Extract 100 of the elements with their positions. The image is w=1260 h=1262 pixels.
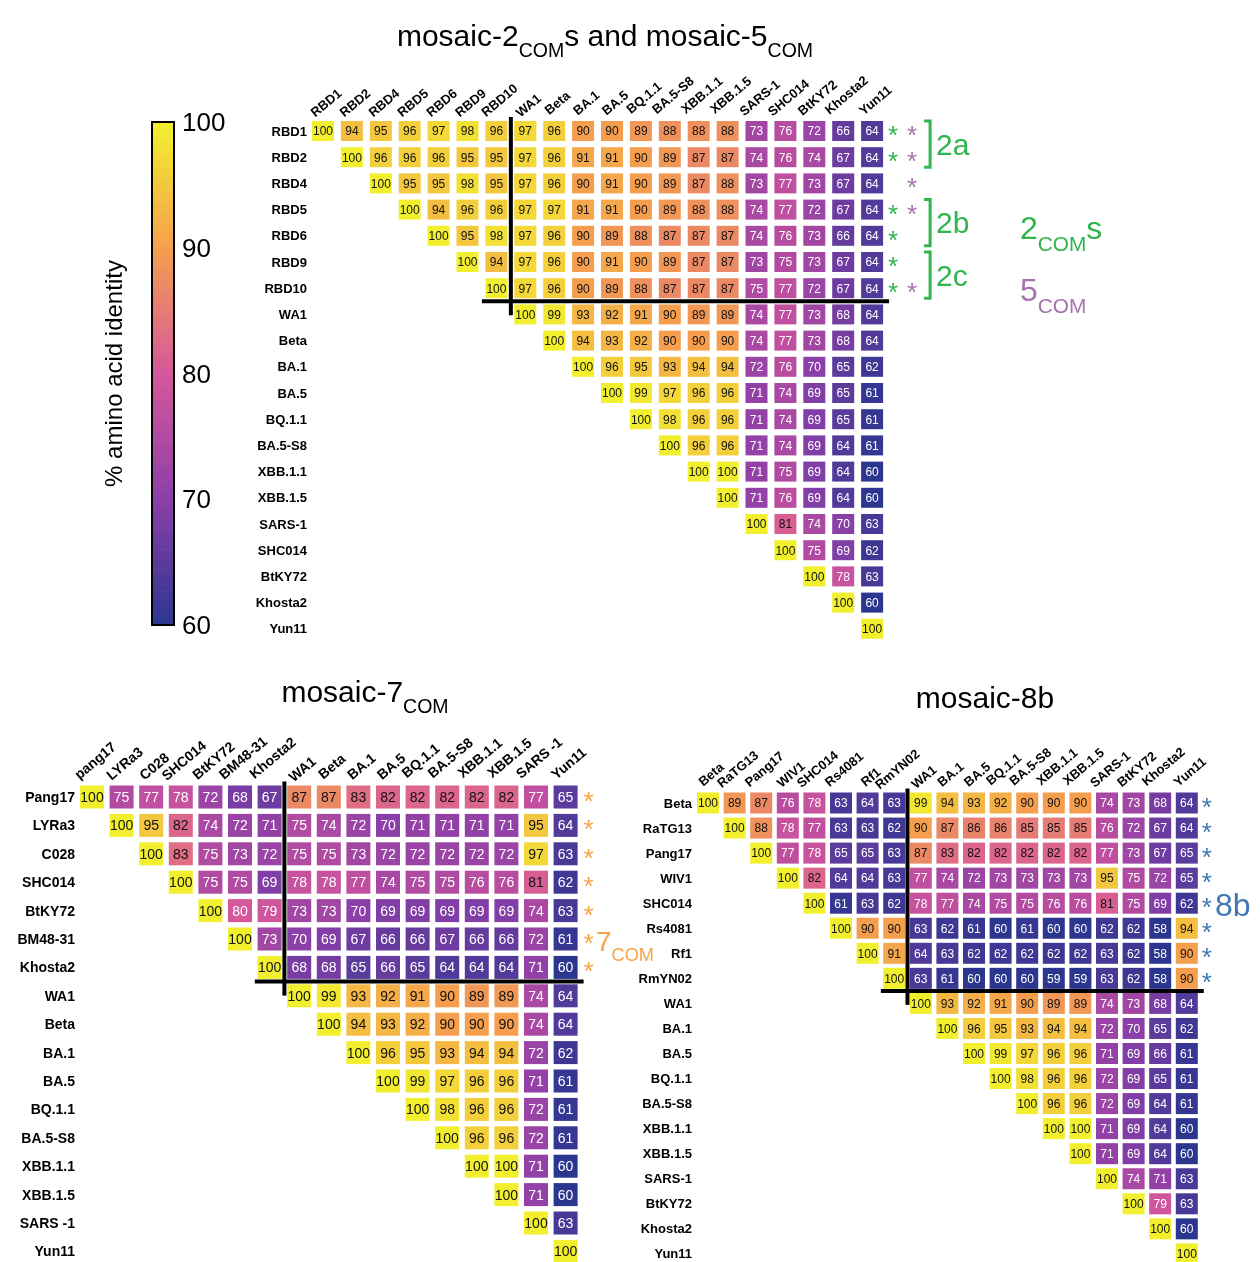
data-label: 59 — [1073, 971, 1088, 986]
y-tick-label: Yun11 — [269, 621, 307, 637]
data-label: 68 — [291, 959, 308, 976]
data-label: 62 — [1180, 1021, 1194, 1036]
data-label: 67 — [836, 150, 851, 165]
data-label: 100 — [862, 622, 883, 637]
data-label: 64 — [836, 491, 851, 506]
data-label: 96 — [1047, 1046, 1061, 1061]
data-label: 73 — [807, 307, 822, 322]
data-label: 70 — [350, 902, 367, 919]
data-label: 100 — [746, 517, 767, 532]
data-label: 93 — [439, 1044, 456, 1061]
data-label: 71 — [749, 386, 764, 401]
data-label: 61 — [1180, 1046, 1194, 1061]
data-label: 76 — [1073, 896, 1088, 911]
y-tick-label: SARS-1 — [259, 516, 307, 532]
data-label: 89 — [692, 307, 706, 322]
data-label: 96 — [692, 438, 706, 453]
data-label: 97 — [518, 202, 533, 217]
data-label: 69 — [1126, 1121, 1141, 1136]
data-label: 61 — [1180, 1096, 1194, 1111]
data-label: 62 — [1180, 896, 1194, 911]
data-label: 86 — [967, 821, 981, 836]
y-tick-label: BQ.1.1 — [30, 1101, 76, 1118]
data-label: 89 — [634, 124, 648, 139]
data-label: 87 — [720, 255, 735, 270]
data-label: 75 — [291, 845, 308, 862]
data-label: 90 — [1047, 796, 1061, 811]
data-label: 72 — [528, 1101, 544, 1118]
data-label: 88 — [634, 229, 648, 244]
data-label: 65 — [1180, 846, 1194, 861]
data-label: 62 — [1126, 971, 1141, 986]
data-label: 88 — [663, 124, 677, 139]
data-label: 89 — [1047, 996, 1061, 1011]
data-label: 64 — [557, 817, 574, 834]
data-label: 87 — [940, 821, 955, 836]
data-label: 92 — [634, 333, 648, 348]
data-label: 77 — [778, 202, 793, 217]
data-label: 61 — [1180, 1071, 1194, 1086]
data-label: 93 — [967, 796, 981, 811]
data-label: 97 — [1020, 1046, 1035, 1061]
data-label: 82 — [1047, 846, 1061, 861]
data-label: 95 — [431, 176, 446, 191]
data-label: 100 — [169, 874, 193, 891]
data-label: 64 — [865, 307, 880, 322]
data-label: 77 — [778, 176, 793, 191]
data-label: 82 — [439, 789, 456, 806]
data-label: 75 — [1126, 871, 1141, 886]
data-label: 63 — [865, 517, 880, 532]
data-label: 83 — [940, 846, 955, 861]
data-label: 68 — [321, 959, 337, 976]
data-label: 98 — [1020, 1071, 1035, 1086]
data-label: 58 — [1153, 921, 1168, 936]
data-label: 63 — [860, 821, 875, 836]
data-label: 69 — [1126, 1147, 1141, 1162]
text: * — [583, 899, 594, 930]
data-label: 100 — [751, 846, 772, 861]
data-label: 74 — [807, 517, 822, 532]
data-label: 66 — [836, 124, 851, 139]
data-label: 94 — [576, 333, 591, 348]
data-label: 97 — [518, 150, 533, 165]
data-label: 94 — [498, 1044, 515, 1061]
data-label: 72 — [807, 202, 822, 217]
data-label: 96 — [967, 1021, 981, 1036]
data-label: 71 — [409, 817, 426, 834]
data-label: 64 — [1180, 996, 1194, 1011]
data-label: 100 — [435, 1129, 460, 1146]
data-label: 99 — [914, 796, 928, 811]
data-label: 62 — [1126, 946, 1141, 961]
y-tick-label: BA.5 — [662, 1046, 692, 1062]
data-label: 63 — [914, 921, 928, 936]
data-label: 75 — [749, 281, 764, 296]
data-label: 73 — [749, 124, 764, 139]
y-tick-label: XBB.1.5 — [642, 1146, 692, 1162]
data-label: 82 — [469, 789, 485, 806]
data-label: 90 — [498, 1016, 515, 1033]
data-label: 97 — [547, 202, 562, 217]
y-tick-label: XBB.1.1 — [642, 1121, 692, 1137]
data-label: 99 — [993, 1046, 1008, 1061]
data-label: 74 — [380, 874, 396, 891]
data-label: 72 — [749, 360, 764, 375]
data-label: 96 — [498, 1101, 515, 1118]
data-label: 65 — [836, 386, 851, 401]
data-label: 100 — [990, 1071, 1011, 1086]
data-label: 95 — [993, 1021, 1008, 1036]
data-label: 89 — [1073, 996, 1088, 1011]
data-label: 96 — [547, 124, 562, 139]
data-label: 87 — [663, 229, 677, 244]
data-label: 74 — [528, 987, 544, 1004]
data-label: 89 — [498, 987, 515, 1004]
y-tick-label: RBD4 — [271, 175, 308, 191]
chart-title: mosaic-7$_{COM}$ — [281, 675, 449, 717]
data-label: 91 — [605, 176, 619, 191]
data-label: 64 — [1153, 1147, 1168, 1162]
y-tick-label: XBB.1.1 — [257, 464, 307, 480]
data-label: 96 — [403, 150, 417, 165]
y-tick-label: Khosta2 — [255, 595, 307, 611]
data-label: 100 — [1123, 1197, 1144, 1212]
data-label: 69 — [321, 931, 337, 948]
y-tick-label: Khosta2 — [19, 959, 76, 976]
